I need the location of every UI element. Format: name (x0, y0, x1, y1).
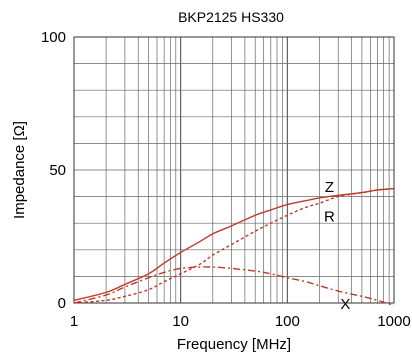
y-tick-label: 0 (58, 295, 66, 312)
grid (74, 37, 394, 303)
x-tick-label: 1000 (377, 313, 410, 330)
plot-frame (73, 36, 395, 304)
x-axis-label: Frequency [MHz] (177, 336, 291, 353)
series-group (73, 187, 395, 307)
series-line-z (73, 187, 395, 302)
series-labels: ZR X (324, 179, 350, 313)
x-tick-label: 10 (172, 313, 189, 330)
series-line-x (73, 266, 395, 307)
x-tick-label: 1 (70, 313, 78, 330)
series-label-z: Z (325, 179, 334, 196)
tick-labels: 1 10 100 1000 0 50 100 (41, 29, 411, 330)
x-tick-label: 100 (275, 313, 300, 330)
y-tick-label: 50 (49, 162, 66, 179)
series-line-r (73, 187, 395, 304)
series-label-r: R (324, 208, 335, 225)
y-tick-label: 100 (41, 29, 66, 46)
y-axis-label: Impedance [Ω] (11, 121, 28, 219)
series-label-x: X (340, 296, 350, 313)
chart-title: BKP2125 HS330 (178, 9, 284, 25)
